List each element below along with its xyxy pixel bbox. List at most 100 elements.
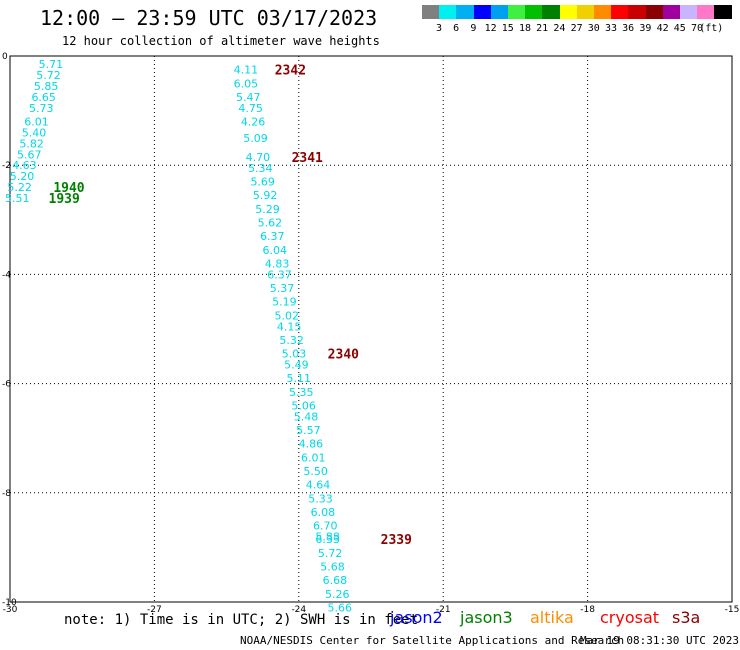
swh-value: 5.48 — [294, 410, 319, 423]
swh-value: 5.88 — [315, 530, 340, 543]
generated-timestamp: Mar 19 08:31:30 UTC 2023 — [580, 634, 739, 647]
scale-swatch — [525, 5, 544, 19]
swh-value: 5.47 — [236, 91, 261, 104]
swh-value: 5.11 — [287, 372, 312, 385]
swh-value: 5.32 — [279, 334, 304, 347]
x-tick-label: -18 — [580, 605, 595, 615]
swh-value: 5.34 — [248, 162, 273, 175]
scale-swatch — [697, 5, 716, 19]
scale-label: 6 — [453, 23, 460, 34]
swh-value: 5.03 — [282, 348, 307, 361]
swh-value: 4.86 — [299, 438, 324, 451]
credit-line: NOAA/NESDIS Center for Satellite Applica… — [240, 634, 625, 647]
mission-jason2: jason2 — [390, 608, 443, 627]
swh-value: 5.50 — [303, 465, 328, 478]
swh-value: 5.69 — [250, 176, 275, 189]
swh-value: 5.85 — [34, 80, 59, 93]
x-tick-label: -27 — [147, 605, 162, 615]
mission-s3a: s3a — [672, 608, 701, 627]
swh-value: 6.01 — [24, 116, 49, 129]
scale-label: 18 — [518, 23, 532, 34]
scale-swatch — [628, 5, 647, 19]
swh-value: 5.26 — [325, 588, 350, 601]
x-tick-label: -21 — [436, 605, 451, 615]
y-tick-label: -8 — [2, 489, 11, 499]
time-label: 1939 — [49, 192, 80, 207]
swh-value: 6.08 — [311, 506, 336, 519]
swh-value: 6.68 — [323, 574, 348, 587]
scale-swatch — [576, 5, 595, 19]
swh-value: 6.05 — [234, 77, 259, 90]
swh-value: 5.35 — [289, 386, 314, 399]
map-frame — [9, 55, 733, 603]
swh-value: 5.57 — [296, 424, 321, 437]
scale-swatch — [662, 5, 681, 19]
scale-swatch — [594, 5, 612, 19]
swh-value: 5.29 — [255, 203, 280, 216]
swh-value: 5.68 — [320, 561, 345, 574]
swh-value: 6.37 — [260, 230, 285, 243]
swh-value: 5.20 — [10, 170, 35, 183]
y-tick-label: -10 — [2, 598, 17, 608]
scale-label: 33 — [604, 23, 618, 34]
scale-label: 70 — [690, 23, 704, 34]
x-tick-label: -24 — [291, 605, 306, 615]
swh-value: 5.37 — [270, 282, 295, 295]
swh-value: 5.72 — [318, 547, 343, 560]
scale-label: 39 — [639, 23, 652, 34]
swh-value: 5.40 — [22, 126, 47, 139]
swh-value: 5.49 — [284, 358, 309, 371]
mission-altika: altika — [530, 608, 574, 627]
time-label: 2339 — [381, 533, 412, 548]
swh-value: 4.11 — [234, 64, 259, 77]
y-tick-label: 0 — [2, 52, 8, 62]
scale-swatch — [645, 5, 664, 19]
scale-swatch — [611, 5, 630, 19]
time-label: 2341 — [292, 151, 323, 166]
swh-value: 6.37 — [267, 268, 292, 281]
swh-value: 5.06 — [291, 399, 316, 412]
swh-value: 4.83 — [265, 257, 290, 270]
time-label: 2340 — [328, 348, 359, 363]
swh-value: 5.02 — [275, 309, 300, 322]
x-tick-label: -15 — [725, 605, 740, 615]
scale-label: 30 — [587, 23, 600, 34]
swh-value: 5.67 — [17, 148, 42, 161]
time-label: 2342 — [275, 64, 306, 79]
swh-value: 5.73 — [29, 102, 54, 115]
scale-label: 3 — [435, 23, 443, 34]
swh-value: 6.01 — [301, 451, 326, 464]
swh-value: 5.82 — [19, 137, 44, 150]
y-tick-label: -4 — [2, 270, 11, 280]
swh-value: 4.26 — [241, 116, 266, 129]
swh-value: 6.65 — [31, 91, 56, 104]
swh-value: 5.66 — [327, 601, 352, 614]
scale-label: 45 — [673, 23, 686, 34]
swh-value: 5.62 — [258, 217, 283, 230]
scale-swatch — [714, 5, 733, 19]
scale-swatch — [542, 5, 561, 19]
scale-swatch — [422, 5, 440, 19]
swh-value: 4.15 — [277, 320, 302, 333]
swh-value: 5.33 — [308, 492, 333, 505]
swh-value: 6.04 — [262, 244, 287, 257]
scale-swatch — [490, 5, 509, 19]
swh-value: 4.70 — [246, 151, 271, 164]
swh-value: 5.51 — [5, 192, 30, 205]
scale-swatch — [680, 5, 698, 19]
scale-label: 12 — [484, 23, 497, 34]
scale-label: 15 — [501, 23, 514, 34]
y-tick-label: -6 — [2, 380, 11, 390]
y-tick-label: -2 — [2, 161, 11, 171]
swh-value: 4.64 — [306, 479, 331, 492]
swh-value: 5.71 — [39, 58, 64, 71]
scale-unit: (ft) — [699, 23, 724, 34]
swh-value: 5.72 — [36, 69, 61, 82]
footer-note: note: 1) Time is in UTC; 2) SWH is in fe… — [64, 612, 419, 628]
swh-value: 4.63 — [12, 159, 37, 172]
swh-value: 6.33 — [315, 533, 340, 546]
mission-jason3: jason3 — [460, 608, 513, 627]
time-label: 1940 — [53, 181, 84, 196]
swh-value: 5.09 — [243, 132, 268, 145]
swh-value: 5.92 — [253, 189, 278, 202]
